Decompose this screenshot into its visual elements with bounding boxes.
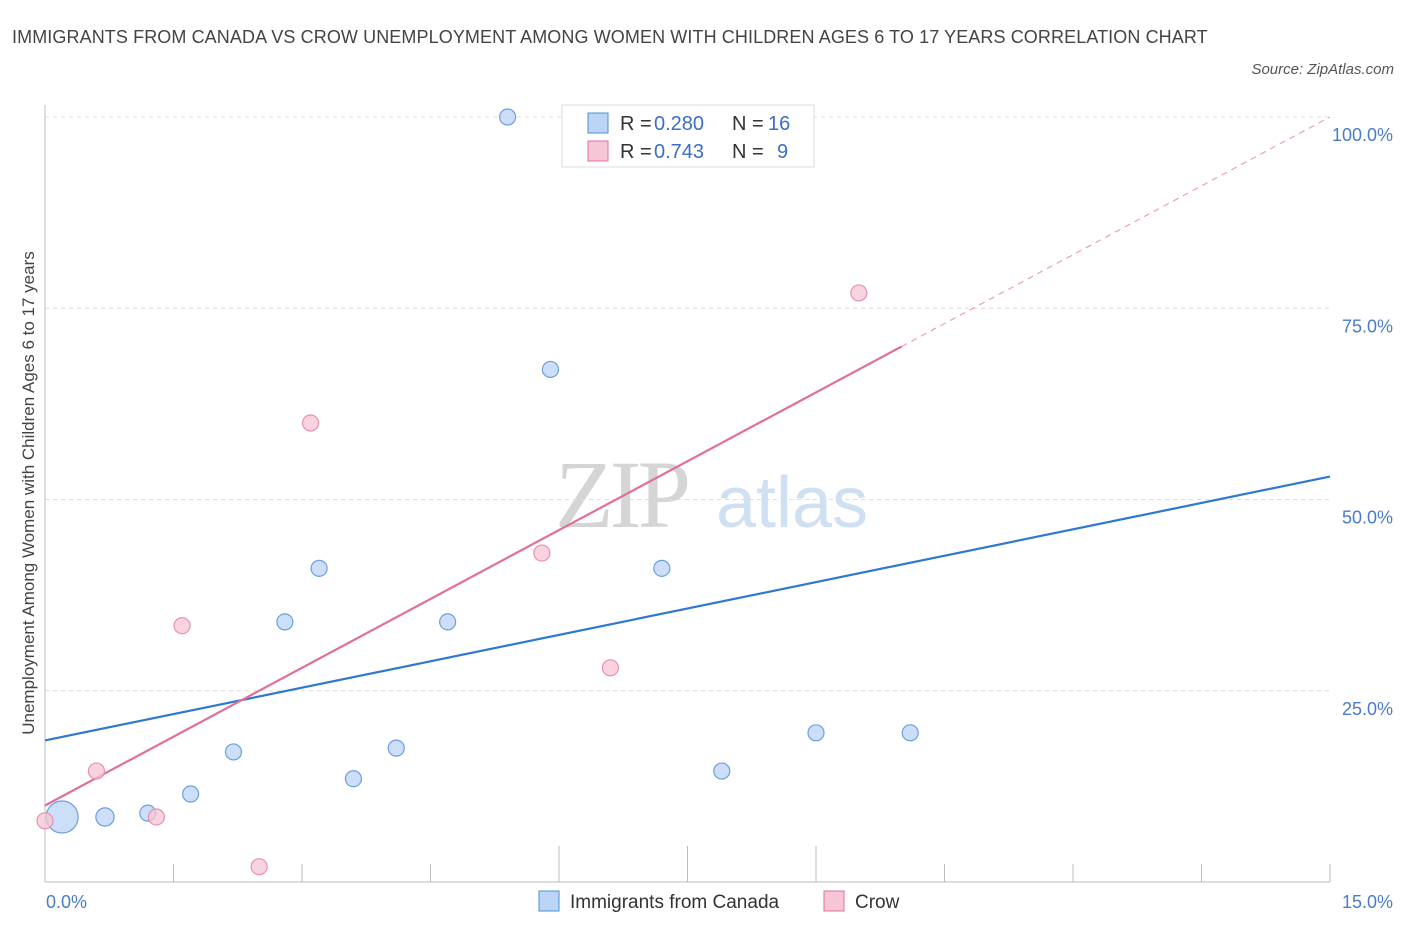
legend-n-value-2: 9 — [777, 141, 788, 163]
x-tick-labels: 0.0% 15.0% — [46, 892, 1393, 912]
trend-line-crow — [44, 345, 903, 807]
point-immigrants-canada — [499, 108, 517, 126]
legend-r-value-1: 0.280 — [654, 113, 704, 135]
y-tick-label: 100.0% — [1332, 125, 1393, 145]
point-immigrants-canada — [653, 559, 671, 577]
axes — [44, 105, 1331, 883]
watermark-zip: ZIP — [555, 441, 688, 548]
bottom-legend-label-pink: Crow — [855, 892, 900, 913]
y-tick-label: 75.0% — [1342, 316, 1393, 336]
legend-swatch-pink — [587, 140, 609, 162]
legend: R = 0.280 N = 16 R = 0.743 N = 9 — [561, 104, 815, 168]
point-immigrants-canada — [807, 724, 825, 742]
point-immigrants-canada — [541, 360, 560, 379]
trend-lines — [44, 116, 1331, 807]
point-crow — [850, 284, 868, 302]
point-crow — [301, 414, 320, 432]
point-immigrants-canada — [182, 785, 200, 803]
point-immigrants-canada — [901, 724, 919, 742]
legend-n-value-1: 16 — [768, 113, 790, 135]
legend-n-label-1: N = — [732, 113, 764, 135]
source-label: Source: ZipAtlas.com — [1251, 61, 1394, 78]
data-points — [36, 108, 919, 876]
point-immigrants-canada — [224, 743, 243, 761]
x-tick-label: 0.0% — [46, 892, 87, 912]
legend-n-label-2: N = — [732, 141, 764, 163]
bottom-legend-swatch-blue — [538, 890, 560, 912]
point-immigrants-canada — [276, 613, 294, 631]
grid-lines — [45, 116, 1330, 692]
bottom-legend-label-blue: Immigrants from Canada — [570, 892, 780, 913]
y-tick-labels: 25.0% 50.0% 75.0% 100.0% — [1332, 125, 1393, 719]
legend-r-label-2: R = — [620, 141, 652, 163]
chart-title: IMMIGRANTS FROM CANADA VS CROW UNEMPLOYM… — [12, 27, 1208, 47]
point-immigrants-canada — [387, 739, 405, 757]
y-tick-label: 50.0% — [1342, 508, 1393, 528]
legend-r-label-1: R = — [620, 113, 652, 135]
trend-line-immigrants-canada — [44, 475, 1331, 742]
bottom-legend-swatch-pink — [823, 890, 845, 912]
watermark-atlas: atlas — [716, 463, 868, 543]
point-crow — [87, 762, 106, 780]
point-immigrants-canada — [713, 762, 731, 780]
point-immigrants-canada — [344, 770, 362, 788]
legend-r-value-2: 0.743 — [654, 141, 704, 163]
legend-swatch-blue — [587, 112, 609, 134]
point-crow — [601, 659, 620, 677]
point-crow — [250, 858, 268, 876]
x-tick-label: 15.0% — [1342, 892, 1393, 912]
trend-line-crow-extension — [901, 116, 1331, 348]
point-immigrants-canada — [439, 613, 457, 631]
point-immigrants-canada — [310, 559, 328, 577]
point-crow — [533, 544, 551, 562]
y-tick-label: 25.0% — [1342, 699, 1393, 719]
point-immigrants-canada — [95, 807, 115, 827]
point-crow — [173, 617, 191, 635]
point-crow — [36, 812, 54, 830]
point-crow — [147, 808, 165, 826]
y-axis-label: Unemployment Among Women with Children A… — [19, 251, 38, 735]
bottom-legend: Immigrants from Canada Crow — [538, 890, 900, 913]
